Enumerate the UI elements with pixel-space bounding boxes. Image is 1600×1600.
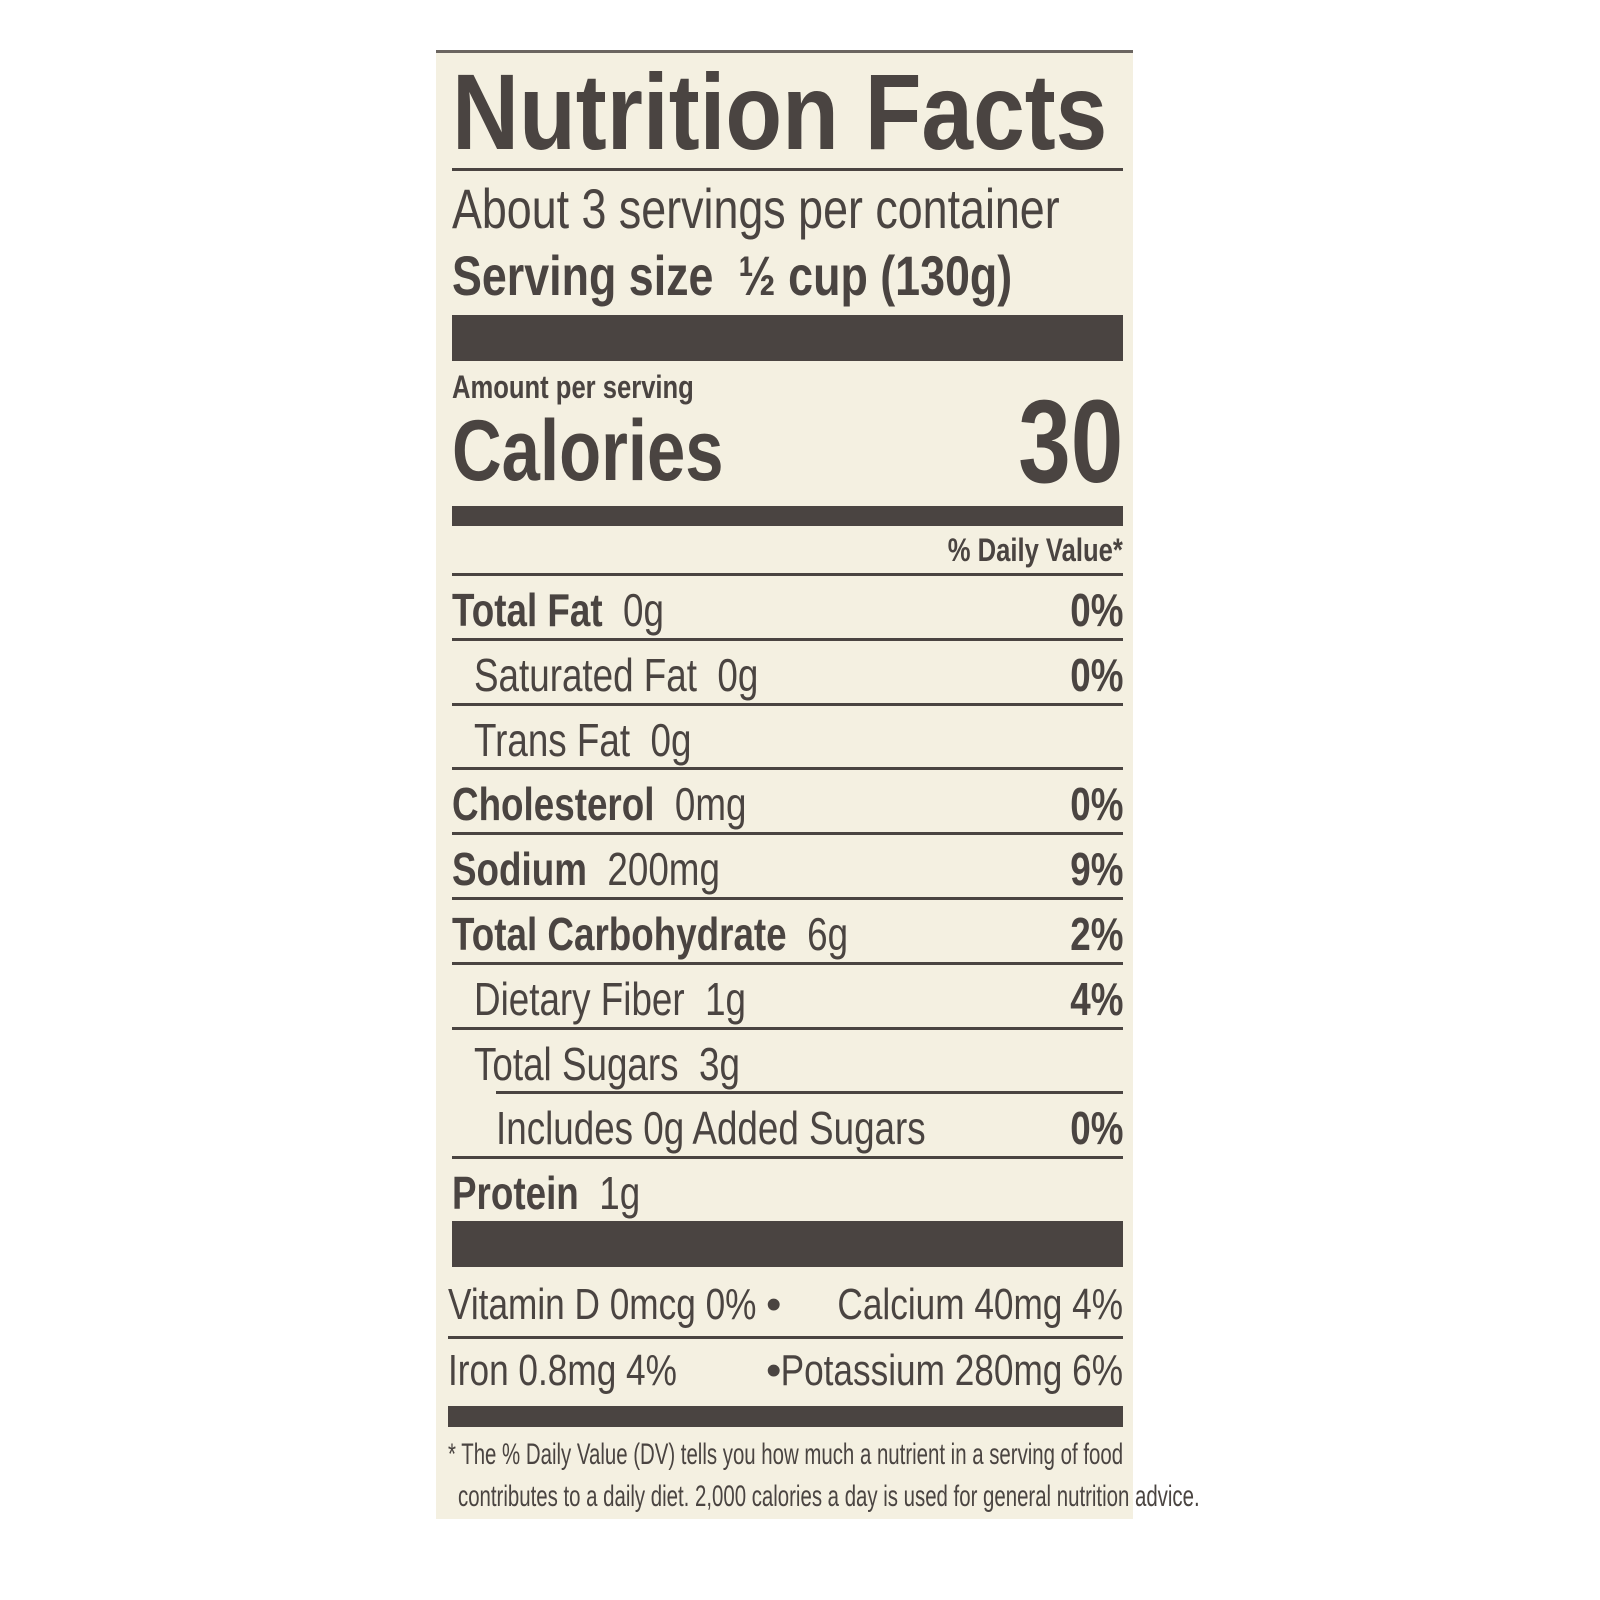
daily-value-header: % Daily Value*	[904, 531, 1123, 569]
nutrient-row-protein: Protein 1g	[452, 1163, 1123, 1223]
nutrition-facts-label: Nutrition Facts About 3 servings per con…	[436, 50, 1200, 1519]
nutrient-row-total-carbohydrate: Total Carbohydrate 6g 2%	[452, 904, 1123, 964]
nutrient-name: Protein	[452, 1167, 579, 1219]
serving-size: Serving size ½ cup (130g)	[452, 245, 1152, 307]
thick-divider	[452, 1221, 1123, 1267]
amount-per-serving: Amount per serving	[452, 369, 754, 405]
calories-label: Calories	[452, 405, 791, 497]
divider	[452, 897, 1123, 900]
bullet: •	[766, 1346, 782, 1395]
potassium: Potassium 280mg 6%	[780, 1346, 1123, 1395]
nutrient-amount: 0g	[717, 649, 759, 701]
footnote-text: * The % Daily Value (DV) tells you how m…	[448, 1438, 1124, 1471]
nutrient-amount: 1g	[705, 973, 747, 1025]
divider	[452, 767, 1123, 770]
iron: Iron 0.8mg 4%	[448, 1346, 677, 1395]
medium-divider	[448, 1406, 1123, 1427]
nutrient-amount: 6g	[807, 908, 849, 960]
nutrient-dv: 2%	[1069, 908, 1123, 960]
nutrient-dv: 0%	[1069, 1102, 1123, 1154]
nutrient-row-sodium: Sodium 200mg 9%	[452, 839, 1123, 899]
nutrient-name: Includes 0g Added Sugars	[496, 1102, 926, 1154]
serving-size-label: Serving size	[452, 244, 714, 307]
nutrient-name: Total Fat	[452, 584, 603, 636]
amount-per-serving-text: Amount per serving	[452, 369, 694, 405]
nutrient-dv: 0%	[1069, 778, 1123, 830]
daily-value-header-text: % Daily Value*	[947, 532, 1123, 568]
divider	[496, 1091, 1123, 1094]
footnote-line-2: contributes to a daily diet. 2,000 calor…	[458, 1477, 1549, 1517]
nutrient-name: Total Sugars	[474, 1038, 679, 1090]
nutrient-dv: 0%	[1069, 649, 1123, 701]
nutrient-amount: 3g	[699, 1038, 740, 1090]
label-title: Nutrition Facts	[452, 57, 1214, 167]
nutrient-row-added-sugars: Includes 0g Added Sugars 0%	[452, 1098, 1123, 1158]
footnote-text: contributes to a daily diet. 2,000 calor…	[458, 1480, 1200, 1513]
divider	[452, 703, 1123, 706]
divider	[452, 168, 1123, 171]
nutrient-row-trans-fat: Trans Fat 0g	[452, 710, 1123, 770]
nutrient-amount: 1g	[599, 1167, 641, 1219]
nutrient-amount: 0g	[650, 714, 692, 766]
divider	[452, 962, 1123, 965]
nutrient-amount: 0g	[623, 584, 664, 636]
thick-divider	[452, 315, 1123, 361]
nutrient-dv: 4%	[1069, 973, 1123, 1025]
calories-label-text: Calories	[452, 403, 724, 499]
nutrient-row-total-fat: Total Fat 0g 0%	[452, 580, 1123, 640]
bullet: •	[766, 1280, 782, 1329]
divider	[452, 1156, 1123, 1159]
nutrient-row-saturated-fat: Saturated Fat 0g 0%	[452, 645, 1123, 705]
vitamin-d: Vitamin D 0mcg 0%	[448, 1280, 757, 1329]
nutrient-name: Total Carbohydrate	[452, 908, 787, 960]
nutrient-amount: 0mg	[674, 778, 747, 830]
vitamin-row-2: Iron 0.8mg 4% • Potassium 280mg 6%	[448, 1341, 1123, 1401]
footnote-line-1: * The % Daily Value (DV) tells you how m…	[448, 1435, 1441, 1475]
nutrient-name: Saturated Fat	[474, 649, 697, 701]
divider	[452, 832, 1123, 835]
vitamin-row-1: Vitamin D 0mcg 0% • Calcium 40mg 4%	[448, 1275, 1123, 1335]
nutrient-name: Trans Fat	[474, 714, 631, 766]
title-text: Nutrition Facts	[452, 51, 1108, 172]
calcium: Calcium 40mg 4%	[837, 1280, 1123, 1329]
divider	[452, 638, 1123, 641]
nutrient-row-cholesterol: Cholesterol 0mg 0%	[452, 774, 1123, 834]
divider	[452, 1027, 1123, 1030]
nutrient-dv: 0%	[1069, 584, 1123, 636]
nutrient-name: Sodium	[452, 843, 587, 895]
nutrient-name: Dietary Fiber	[474, 973, 685, 1025]
nutrient-row-total-sugars: Total Sugars 3g	[452, 1034, 1123, 1094]
divider	[452, 573, 1123, 576]
calories-value-text: 30	[1017, 376, 1123, 508]
divider	[448, 1336, 1123, 1339]
servings-text: About 3 servings per container	[452, 177, 1060, 240]
medium-divider	[452, 506, 1123, 526]
nutrient-amount: 200mg	[607, 843, 720, 895]
nutrient-row-dietary-fiber: Dietary Fiber 1g 4%	[452, 969, 1123, 1029]
calories-value: 30	[992, 383, 1123, 501]
nutrient-dv: 9%	[1069, 843, 1123, 895]
serving-size-value: ½ cup (130g)	[738, 244, 1013, 307]
nutrient-name: Cholesterol	[452, 778, 655, 830]
servings-per-container: About 3 servings per container	[452, 179, 1212, 239]
